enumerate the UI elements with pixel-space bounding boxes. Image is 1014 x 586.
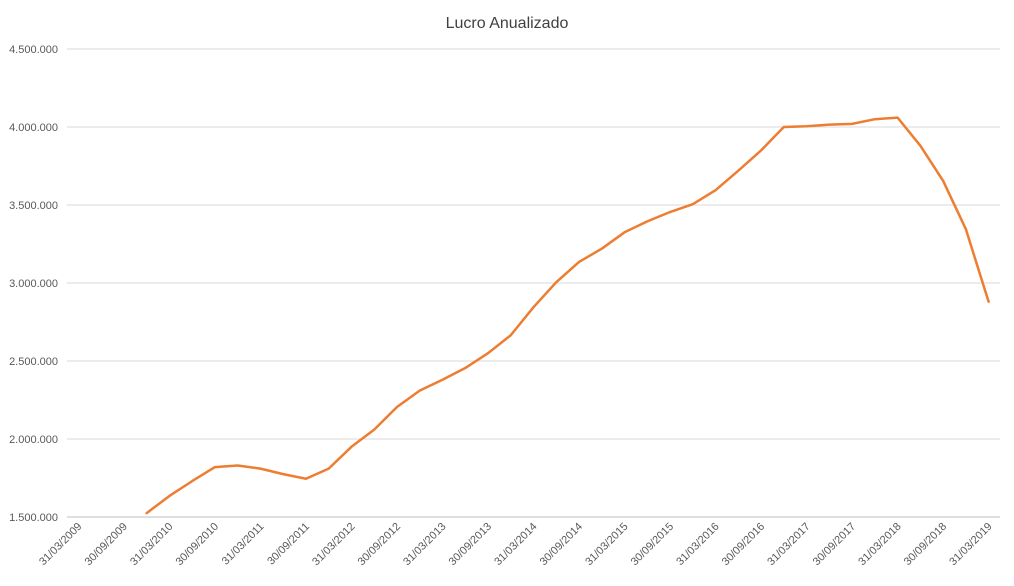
y-tick-label: 2.500.000 (9, 356, 58, 368)
y-tick-label: 4.000.000 (9, 122, 58, 134)
chart-title: Lucro Anualizado (446, 15, 569, 32)
y-tick-label: 3.000.000 (9, 278, 58, 290)
y-tick-label: 1.500.000 (9, 512, 58, 524)
y-tick-label: 2.000.000 (9, 434, 58, 446)
y-tick-label: 4.500.000 (9, 44, 58, 56)
line-series (145, 116, 990, 515)
y-tick-label: 3.500.000 (9, 200, 58, 212)
